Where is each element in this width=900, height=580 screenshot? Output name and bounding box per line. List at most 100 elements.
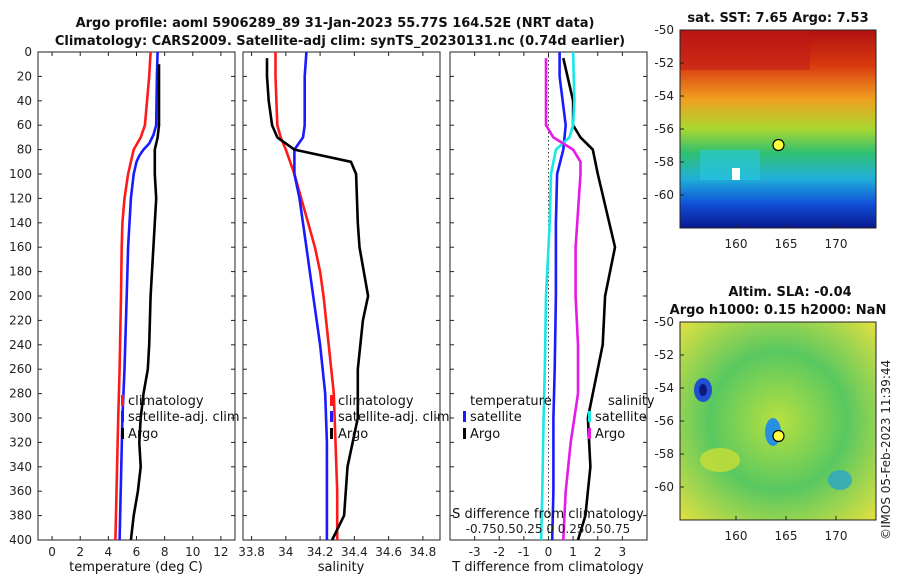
map-x-tick-label: 170: [825, 529, 848, 543]
sla-eddy-core: [699, 384, 707, 396]
sst-map-ticks: -50 -52 -54 -56 -58 -60 160 165 170: [654, 23, 847, 251]
map-y-tick-label: -52: [654, 348, 674, 362]
legend-s-satellite-label: satellite: [595, 410, 647, 425]
sst-warm-patch: [680, 30, 810, 70]
map-x-tick-label: 165: [775, 237, 798, 251]
series-t-satellite: [550, 52, 568, 541]
map-y-tick-label: -60: [654, 480, 674, 494]
map-y-tick-label: -58: [654, 447, 674, 461]
x-tick-label: 12: [213, 545, 228, 559]
sla-eddy-south: [828, 470, 852, 490]
series-satellite-adj-clim: [118, 51, 159, 541]
legend-satellite-label: satellite-adj. clim: [338, 410, 450, 425]
x-tick-label: 10: [185, 545, 200, 559]
legend-climatology-swatch: [121, 395, 124, 406]
x-tick-label: 1: [569, 545, 577, 559]
map-y-tick-label: -56: [654, 122, 674, 136]
x-tick-label: 4: [105, 545, 113, 559]
y-tick-label: 40: [17, 94, 32, 108]
y-tick-label: 260: [9, 362, 32, 376]
legend-satellite-label: satellite-adj. clim: [128, 410, 240, 425]
legend-climatology-swatch: [330, 395, 333, 406]
temperature-legend: climatology satellite-adj. clim Argo: [121, 394, 240, 442]
y-tick-label: 220: [9, 313, 32, 327]
title-line-1: Argo profile: aoml 5906289_89 31-Jan-202…: [76, 16, 595, 31]
salinity-xlabel: salinity: [318, 560, 365, 575]
y-tick-label: 340: [9, 460, 32, 474]
legend-s-argo-swatch: [588, 428, 591, 439]
y-tick-label: 320: [9, 435, 32, 449]
map-y-tick-label: -54: [654, 381, 674, 395]
series-climatology: [114, 51, 152, 541]
x-tick-label: -3: [469, 545, 481, 559]
map-x-tick-label: 170: [825, 237, 848, 251]
map-y-tick-label: -58: [654, 155, 674, 169]
series-s-satellite: [539, 51, 576, 541]
map-y-tick-label: -50: [654, 23, 674, 37]
series-t-argo: [562, 57, 617, 541]
sla-map-title-2: Argo h1000: 0.15 h2000: NaN: [670, 303, 887, 318]
series-climatology: [274, 52, 339, 540]
legend-temperature-title: temperature: [470, 394, 552, 409]
temperature-plot: 0 2 4 6 8 10 120204060801001201401601802002202…: [9, 45, 235, 559]
map-x-tick-label: 160: [725, 237, 748, 251]
x-tick-label: 6: [133, 545, 141, 559]
y-tick-label: 80: [17, 143, 32, 157]
y-tick-label: 380: [9, 509, 32, 523]
sst-missing-patch: [732, 168, 740, 180]
watermark: ©IMOS 05-Feb-2023 11:39:44: [879, 360, 893, 540]
map-y-tick-label: -60: [654, 188, 674, 202]
sla-map-title-1: Altim. SLA: -0.04: [728, 285, 851, 300]
x-tick-label: 34.2: [307, 545, 334, 559]
legend-salinity-title: salinity: [608, 394, 655, 409]
x-tick-label: 0: [48, 545, 56, 559]
difference-legend: temperature satellite Argo salinity sate…: [463, 394, 655, 442]
legend-argo-label: Argo: [128, 427, 158, 442]
series-argo: [129, 64, 161, 541]
legend-s-satellite-swatch: [588, 411, 591, 422]
y-tick-label: 240: [9, 338, 32, 352]
series-argo: [265, 58, 370, 541]
x-tick-label: 33.8: [238, 545, 265, 559]
difference-xlabel: T difference from climatology: [451, 560, 644, 575]
y-tick-label: 100: [9, 167, 32, 181]
series-s-argo: [544, 58, 582, 541]
y-tick-label: 180: [9, 265, 32, 279]
y-tick-label: 140: [9, 216, 32, 230]
sla-argo-marker: [772, 429, 785, 443]
salinity-diff-ticks: -0.750.50.25 0 0.250.50.75: [466, 522, 631, 536]
map-y-tick-label: -52: [654, 56, 674, 70]
x-tick-label: 2: [594, 545, 602, 559]
sst-cool-patch: [700, 150, 760, 180]
sla-map: [679, 321, 877, 521]
x-tick-label: 8: [161, 545, 169, 559]
legend-satellite-swatch: [121, 411, 124, 422]
sst-argo-marker: [772, 138, 785, 152]
legend-satellite-swatch: [330, 411, 333, 422]
y-tick-label: 400: [9, 533, 32, 547]
y-tick-label: 280: [9, 387, 32, 401]
x-tick-label: 34.4: [341, 545, 368, 559]
series-satellite-adj-clim: [293, 51, 329, 540]
map-y-tick-label: -56: [654, 414, 674, 428]
difference-xlabel-2: S difference from climatology: [452, 507, 644, 522]
legend-argo-swatch: [121, 428, 124, 439]
map-y-tick-label: -54: [654, 89, 674, 103]
map-y-tick-label: -50: [654, 315, 674, 329]
sla-high: [700, 448, 740, 472]
legend-climatology-label: climatology: [338, 394, 414, 409]
legend-t-argo-swatch: [463, 428, 466, 439]
temperature-xlabel: temperature (deg C): [69, 560, 203, 575]
map-x-tick-label: 160: [725, 529, 748, 543]
salinity-plot: 33.8 34 34.2 34.4 34.6 34.8: [238, 51, 440, 559]
legend-t-satellite-swatch: [463, 411, 466, 422]
y-tick-label: 160: [9, 240, 32, 254]
y-tick-label: 0: [24, 45, 32, 59]
y-tick-label: 120: [9, 191, 32, 205]
y-tick-label: 60: [17, 118, 32, 132]
temperature-axes: [37, 51, 236, 541]
map-x-tick-label: 165: [775, 529, 798, 543]
y-tick-label: 20: [17, 69, 32, 83]
x-tick-label: 3: [619, 545, 627, 559]
